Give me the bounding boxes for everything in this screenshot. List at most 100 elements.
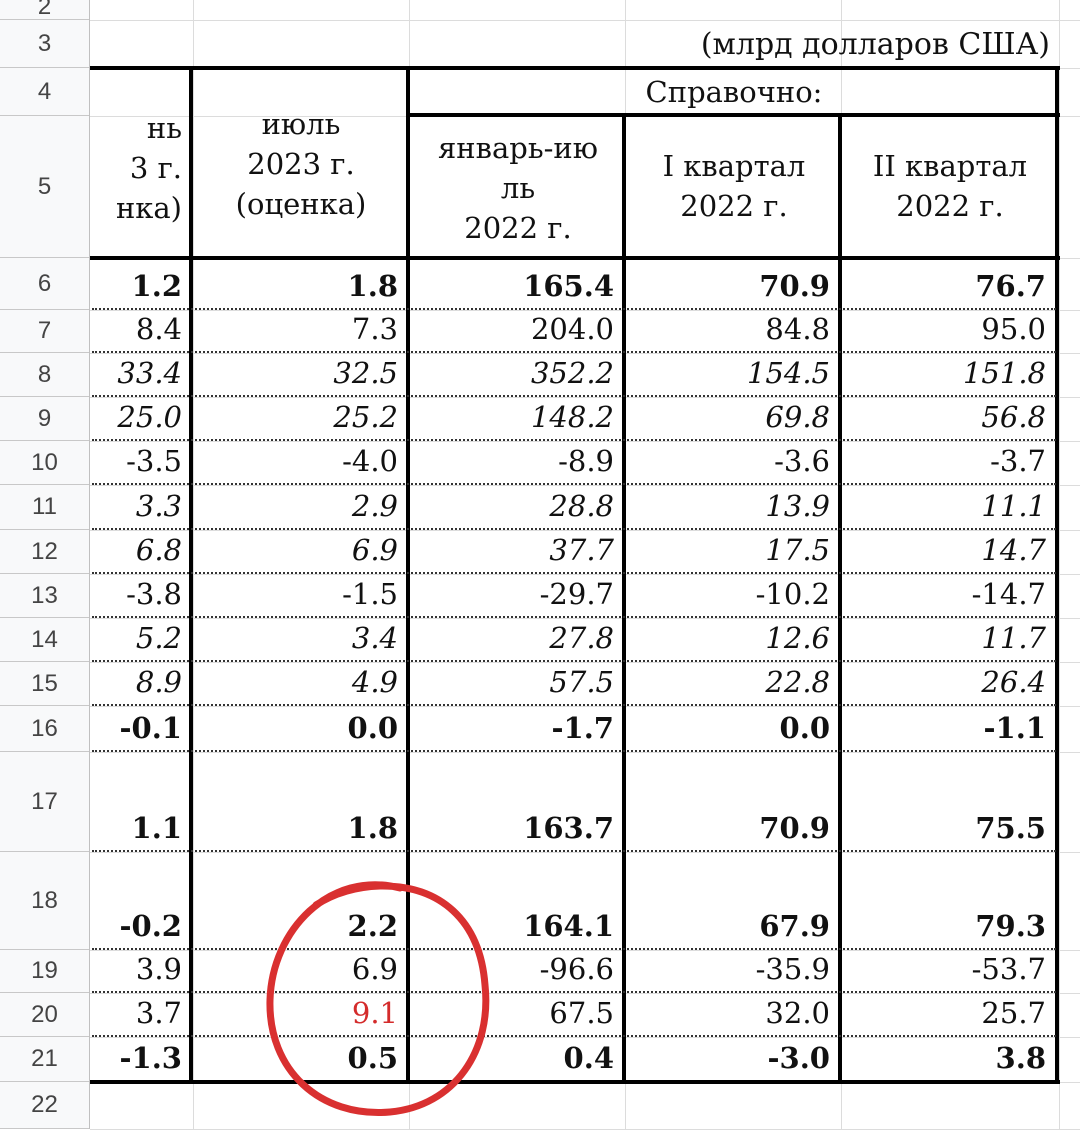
- table-cell[interactable]: -8.9: [558, 444, 614, 478]
- table-cell[interactable]: -3.6: [774, 444, 830, 478]
- table-cell[interactable]: 8.9: [135, 665, 182, 699]
- row-header[interactable]: 2: [0, 0, 89, 20]
- table-cell[interactable]: -1.7: [551, 711, 615, 745]
- table-cell[interactable]: 148.2: [530, 400, 614, 434]
- table-cell[interactable]: 3.3: [135, 489, 182, 523]
- table-cell[interactable]: 28.8: [549, 489, 614, 523]
- table-cell[interactable]: 25.7: [981, 996, 1046, 1030]
- table-cell[interactable]: 1.1: [131, 811, 182, 845]
- table-cell[interactable]: 3.4: [351, 621, 398, 655]
- table-cell[interactable]: -3.7: [990, 444, 1046, 478]
- table-cell[interactable]: 70.9: [759, 269, 830, 303]
- table-cell[interactable]: 3.7: [135, 996, 182, 1030]
- table-cell[interactable]: -3.5: [126, 444, 182, 478]
- table-cell[interactable]: 3.8: [995, 1041, 1046, 1075]
- row-header[interactable]: 16: [0, 706, 89, 752]
- table-cell[interactable]: 67.5: [549, 996, 614, 1030]
- row-header[interactable]: 18: [0, 852, 89, 950]
- table-cell[interactable]: -1.1: [983, 711, 1047, 745]
- table-cell[interactable]: 0.0: [347, 711, 398, 745]
- table-cell[interactable]: 67.9: [759, 909, 830, 943]
- table-cell[interactable]: -53.7: [971, 952, 1046, 986]
- row-header[interactable]: 7: [0, 310, 89, 353]
- table-cell[interactable]: 163.7: [523, 811, 614, 845]
- table-cell[interactable]: 5.2: [135, 621, 182, 655]
- table-cell[interactable]: -14.7: [971, 577, 1046, 611]
- table-cell[interactable]: -3.0: [767, 1041, 831, 1075]
- table-cell[interactable]: -1.3: [119, 1041, 183, 1075]
- table-cell[interactable]: 11.7: [981, 621, 1046, 655]
- row-header[interactable]: 22: [0, 1082, 89, 1129]
- table-cell[interactable]: 12.6: [765, 621, 830, 655]
- table-cell[interactable]: 6.9: [351, 952, 398, 986]
- table-cell[interactable]: 22.8: [765, 665, 830, 699]
- row-header[interactable]: 6: [0, 258, 89, 310]
- table-cell[interactable]: -29.7: [539, 577, 614, 611]
- table-cell[interactable]: 1.2: [131, 269, 182, 303]
- table-cell[interactable]: 2.2: [347, 909, 398, 943]
- table-cell[interactable]: 352.2: [530, 356, 614, 390]
- row-header[interactable]: 9: [0, 397, 89, 441]
- table-cell[interactable]: -4.0: [342, 444, 398, 478]
- table-cell[interactable]: 32.5: [333, 356, 398, 390]
- table-cell[interactable]: 57.5: [549, 665, 614, 699]
- table-cell[interactable]: 1.8: [347, 811, 398, 845]
- table-cell[interactable]: 26.4: [981, 665, 1046, 699]
- table-cell[interactable]: 69.8: [765, 400, 830, 434]
- table-cell[interactable]: -1.5: [342, 577, 398, 611]
- table-cell[interactable]: 79.3: [975, 909, 1046, 943]
- table-cell[interactable]: 4.9: [351, 665, 398, 699]
- row-header[interactable]: 12: [0, 530, 89, 574]
- table-cell[interactable]: 6.8: [135, 533, 182, 567]
- table-cell[interactable]: 1.8: [347, 269, 398, 303]
- table-cell[interactable]: -35.9: [755, 952, 830, 986]
- table-cell[interactable]: -0.1: [119, 711, 183, 745]
- table-cell[interactable]: -0.2: [119, 909, 183, 943]
- table-cell[interactable]: 84.8: [765, 312, 830, 346]
- row-header[interactable]: 8: [0, 353, 89, 397]
- table-cell[interactable]: -3.8: [126, 577, 182, 611]
- table-cell[interactable]: 8.4: [135, 312, 182, 346]
- table-cell[interactable]: 9.1: [351, 996, 398, 1030]
- table-cell[interactable]: 27.8: [549, 621, 614, 655]
- table-cell[interactable]: 75.5: [975, 811, 1046, 845]
- table-cell[interactable]: 70.9: [759, 811, 830, 845]
- table-cell[interactable]: 164.1: [523, 909, 614, 943]
- table-cell[interactable]: -96.6: [539, 952, 614, 986]
- table-cell[interactable]: 151.8: [962, 356, 1046, 390]
- table-cell[interactable]: 154.5: [746, 356, 830, 390]
- row-header[interactable]: 14: [0, 618, 89, 662]
- row-header[interactable]: 15: [0, 662, 89, 706]
- table-cell[interactable]: 2.9: [351, 489, 398, 523]
- table-cell[interactable]: 6.9: [351, 533, 398, 567]
- table-cell[interactable]: 95.0: [981, 312, 1046, 346]
- table-cell[interactable]: 37.7: [549, 533, 614, 567]
- table-cell[interactable]: 13.9: [765, 489, 830, 523]
- row-header[interactable]: 19: [0, 950, 89, 993]
- table-cell[interactable]: -10.2: [755, 577, 830, 611]
- row-header[interactable]: 3: [0, 20, 89, 68]
- table-cell[interactable]: 7.3: [351, 312, 398, 346]
- row-header[interactable]: 10: [0, 441, 89, 485]
- table-cell[interactable]: 25.0: [117, 400, 182, 434]
- table-cell[interactable]: 165.4: [523, 269, 614, 303]
- table-cell[interactable]: 14.7: [981, 533, 1046, 567]
- table-cell[interactable]: 0.5: [347, 1041, 398, 1075]
- row-header[interactable]: 17: [0, 752, 89, 852]
- row-header[interactable]: 20: [0, 993, 89, 1037]
- table-cell[interactable]: 0.0: [779, 711, 830, 745]
- table-cell[interactable]: 0.4: [563, 1041, 614, 1075]
- row-header[interactable]: 13: [0, 574, 89, 618]
- table-cell[interactable]: 56.8: [981, 400, 1046, 434]
- row-header[interactable]: 5: [0, 116, 89, 258]
- table-cell[interactable]: 76.7: [975, 269, 1046, 303]
- table-cell[interactable]: 33.4: [117, 356, 182, 390]
- table-cell[interactable]: 17.5: [765, 533, 830, 567]
- table-cell[interactable]: 11.1: [981, 489, 1046, 523]
- table-cell[interactable]: 32.0: [765, 996, 830, 1030]
- row-header[interactable]: 4: [0, 68, 89, 116]
- table-cell[interactable]: 25.2: [333, 400, 398, 434]
- row-header[interactable]: 21: [0, 1037, 89, 1082]
- table-cell[interactable]: 204.0: [530, 312, 614, 346]
- table-cell[interactable]: 3.9: [135, 952, 182, 986]
